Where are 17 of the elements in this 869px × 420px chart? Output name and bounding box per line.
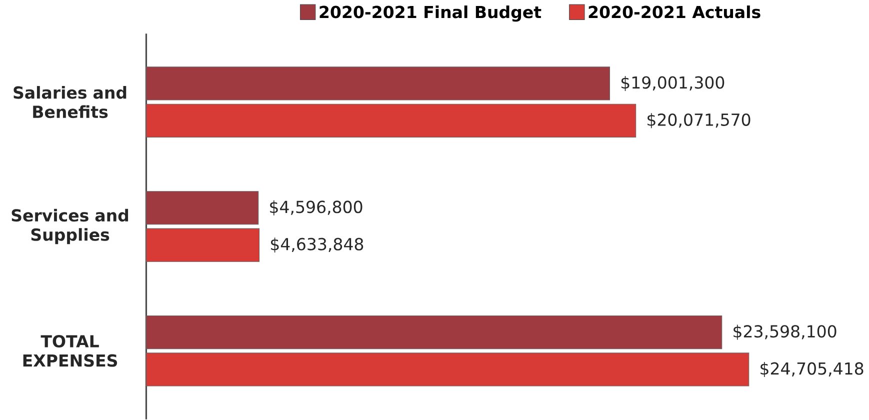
data-label: $4,633,848 bbox=[271, 238, 364, 252]
bar bbox=[146, 315, 722, 350]
bar bbox=[146, 228, 260, 262]
y-tick-label: Services and Supplies bbox=[12, 208, 128, 244]
y-tick-label: Salaries and Benefits bbox=[14, 86, 126, 118]
bar bbox=[146, 191, 259, 225]
data-label: $19,001,300 bbox=[621, 76, 724, 91]
legend-label: 2020-2021 Actuals bbox=[588, 5, 760, 18]
y-tick-label: TOTAL EXPENSES bbox=[23, 334, 118, 367]
data-label: $4,596,800 bbox=[270, 200, 362, 216]
bar bbox=[146, 66, 610, 100]
legend-label: 2020-2021 Final Budget bbox=[320, 5, 542, 22]
data-label: $20,071,570 bbox=[648, 113, 750, 128]
bar bbox=[146, 104, 636, 138]
data-label: $24,705,418 bbox=[760, 362, 864, 377]
data-label: $23,598,100 bbox=[734, 324, 836, 340]
bar bbox=[146, 352, 750, 386]
